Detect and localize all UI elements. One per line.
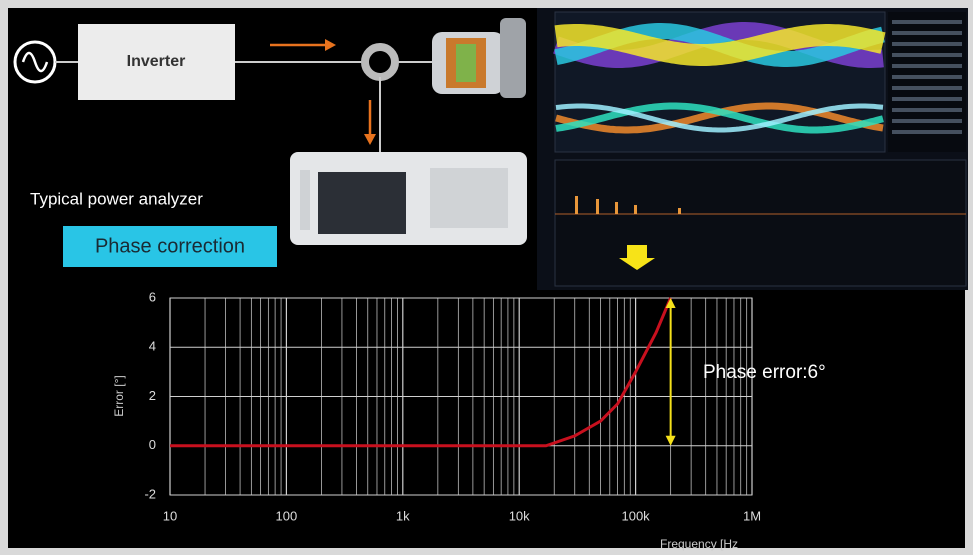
scope-table-row	[892, 64, 962, 68]
scope-harmonic	[615, 202, 618, 214]
scope-table-row	[892, 31, 962, 35]
power-analyzer	[290, 152, 527, 245]
x-tick-label: 1M	[743, 508, 761, 523]
scope-table-row	[892, 86, 962, 90]
inverter-label: Inverter	[127, 53, 186, 70]
y-tick-label: 6	[149, 289, 156, 304]
scope-table-row	[892, 42, 962, 46]
motor-rotor	[456, 44, 476, 82]
phase-correction-label: Phase correction	[95, 235, 245, 257]
annotation-label: Phase error:6°	[703, 362, 826, 383]
y-tick-label: 0	[149, 437, 156, 452]
sine-icon	[21, 51, 49, 73]
scope-screenshot	[537, 8, 968, 290]
y-tick-label: 4	[149, 339, 156, 354]
x-tick-label: 100	[276, 508, 298, 523]
x-tick-label: 1k	[396, 508, 410, 523]
signal-arrow-head	[364, 134, 376, 145]
y-axis-label: Error [°]	[112, 375, 126, 416]
inverter-box	[78, 24, 235, 100]
down-arrow	[619, 245, 655, 270]
scope-harmonic	[575, 196, 578, 214]
scope-table-row	[892, 130, 962, 134]
phase-correction-box	[63, 226, 277, 267]
scope-harmonic	[634, 205, 637, 214]
current-arrow-head	[325, 39, 336, 51]
x-tick-label: 10k	[509, 508, 530, 523]
scope-spectrum-area	[554, 159, 967, 287]
scope-table-row	[892, 20, 962, 24]
annotation-arrow-head	[665, 298, 676, 308]
scope-wave	[555, 102, 884, 134]
annotation-arrow-head	[665, 435, 676, 446]
scope-table-row	[892, 97, 962, 101]
scope-harmonic	[596, 199, 599, 214]
x-axis-label: Frequency [Hz	[660, 537, 738, 551]
caption: Typical power analyzer	[30, 189, 203, 208]
motor-end	[500, 18, 526, 98]
scope-table-row	[892, 119, 962, 123]
scope-wave	[555, 103, 884, 133]
y-tick-label: -2	[144, 486, 156, 501]
analyzer-keypad	[430, 168, 508, 228]
analyzer-screen	[318, 172, 406, 234]
y-tick-label: 2	[149, 388, 156, 403]
scope-table-row	[892, 108, 962, 112]
scope-table-row	[892, 53, 962, 57]
x-tick-label: 100k	[621, 508, 650, 523]
scope-table-row	[892, 75, 962, 79]
scope-harmonic	[678, 208, 681, 214]
x-tick-label: 10	[163, 508, 177, 523]
motor	[432, 18, 526, 98]
scope-wave	[554, 24, 886, 66]
scope-table	[888, 12, 966, 152]
line-series	[170, 297, 672, 448]
plot	[169, 297, 753, 496]
analyzer-side	[300, 170, 310, 230]
